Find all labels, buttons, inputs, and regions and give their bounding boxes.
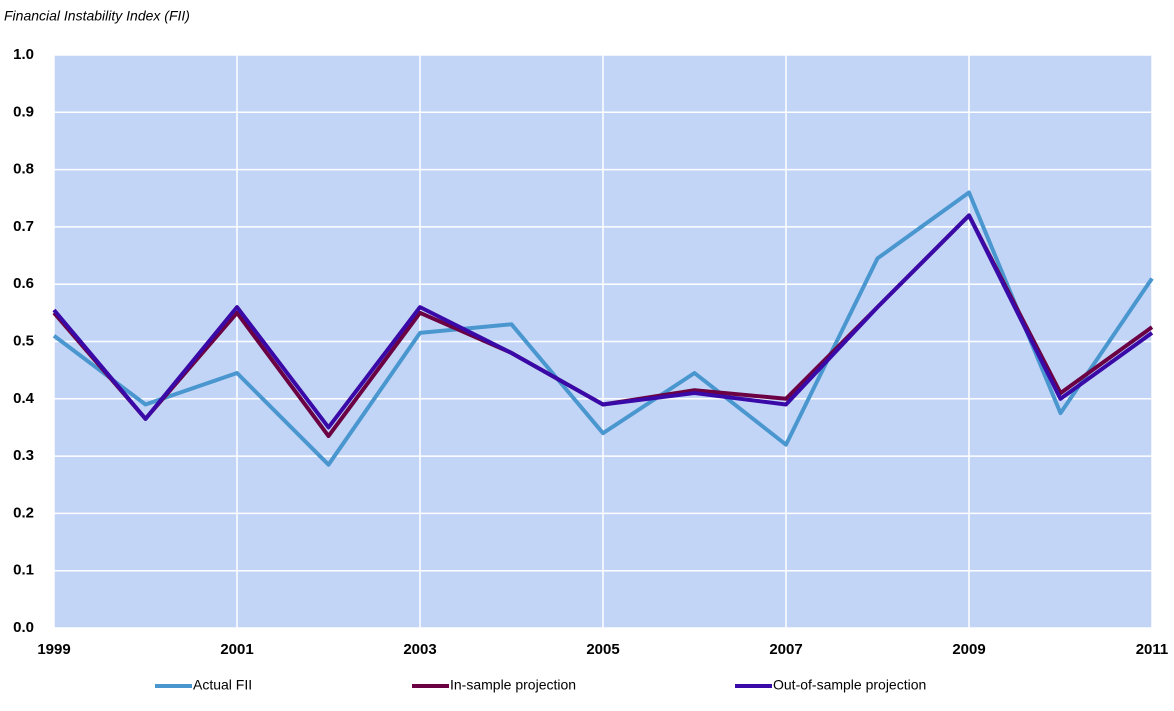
x-tick-label: 2007 xyxy=(769,641,802,658)
x-tick-label: 2003 xyxy=(403,641,436,658)
y-tick-label: 0.5 xyxy=(13,332,34,349)
y-tick-label: 0.1 xyxy=(13,562,34,579)
series-line xyxy=(52,190,1154,467)
y-tick-label: 0.8 xyxy=(13,161,34,178)
y-tick-label: 0.3 xyxy=(13,447,34,464)
x-tick-label: 2005 xyxy=(586,641,619,658)
chart-title: Financial Instability Index (FII) xyxy=(4,8,190,24)
legend-label: In-sample projection xyxy=(450,677,576,693)
y-tick-label: 0.0 xyxy=(13,619,34,636)
x-tick-label: 1999 xyxy=(37,641,70,658)
series-line xyxy=(52,213,1154,430)
x-tick-label: 2009 xyxy=(952,641,985,658)
y-tick-label: 1.0 xyxy=(13,46,34,63)
x-tick-label: 2001 xyxy=(220,641,253,658)
x-tick-label: 2011 xyxy=(1136,641,1169,658)
legend-label: Actual FII xyxy=(193,677,252,693)
y-tick-label: 0.6 xyxy=(13,275,34,292)
y-tick-label: 0.2 xyxy=(13,504,34,521)
y-tick-label: 0.4 xyxy=(13,390,35,407)
y-tick-label: 0.9 xyxy=(13,103,34,120)
y-tick-label: 0.7 xyxy=(13,218,34,235)
legend-label: Out-of-sample projection xyxy=(773,677,926,693)
